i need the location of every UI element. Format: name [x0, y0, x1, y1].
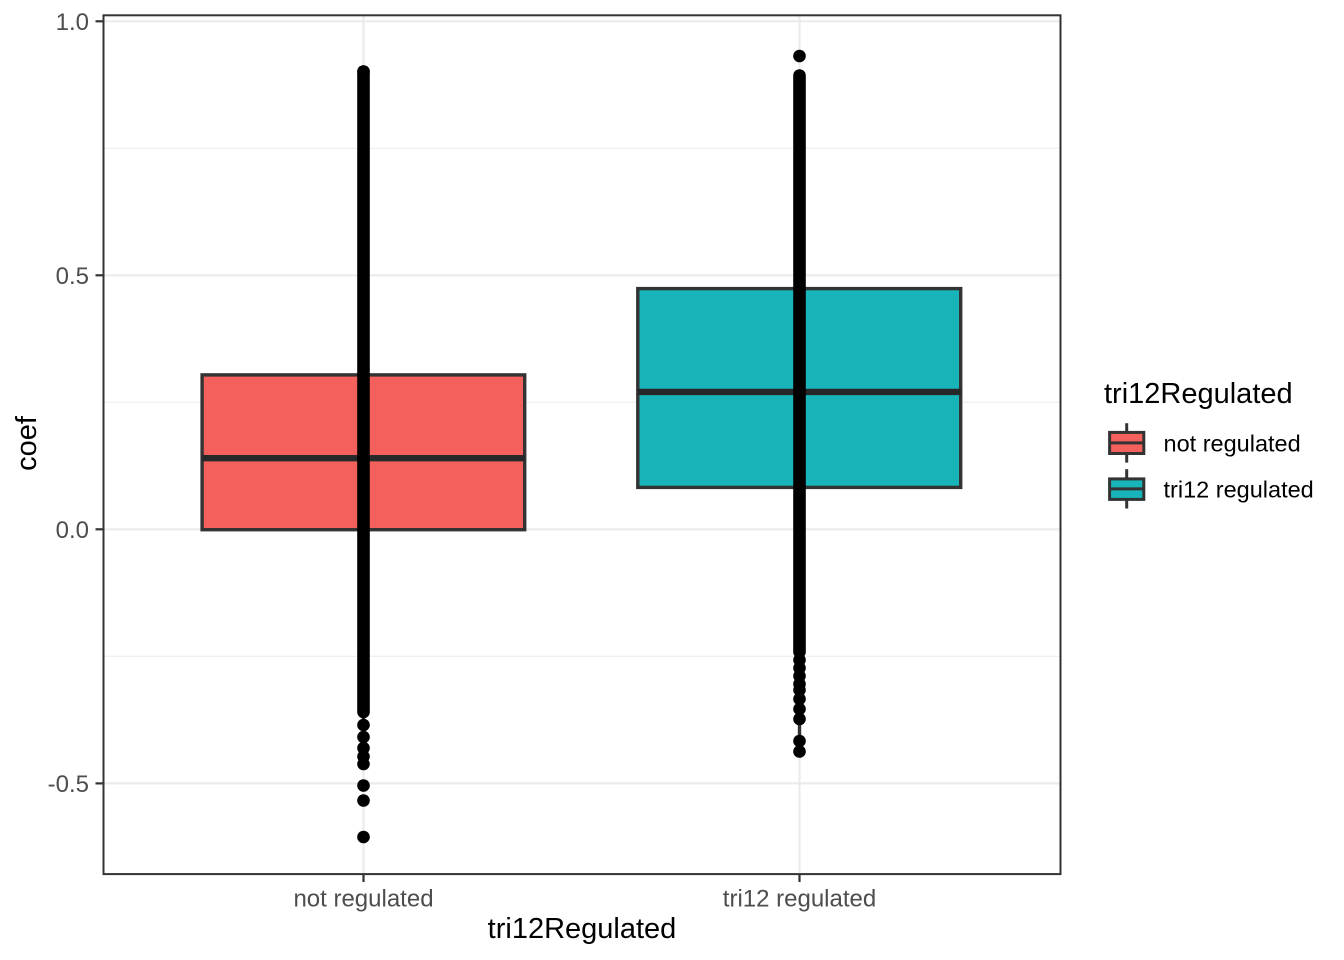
svg-text:-0.5: -0.5 — [48, 771, 89, 798]
svg-text:0.5: 0.5 — [56, 263, 89, 290]
svg-text:not regulated: not regulated — [1164, 431, 1301, 457]
svg-text:coef: coef — [11, 415, 43, 471]
svg-text:tri12 regulated: tri12 regulated — [723, 886, 876, 913]
svg-text:tri12Regulated: tri12Regulated — [1104, 378, 1293, 410]
svg-text:tri12 regulated: tri12 regulated — [1164, 477, 1314, 503]
svg-text:not regulated: not regulated — [293, 886, 433, 913]
svg-text:1.0: 1.0 — [56, 9, 89, 36]
svg-text:tri12Regulated: tri12Regulated — [488, 913, 677, 945]
svg-text:0.0: 0.0 — [56, 517, 89, 544]
